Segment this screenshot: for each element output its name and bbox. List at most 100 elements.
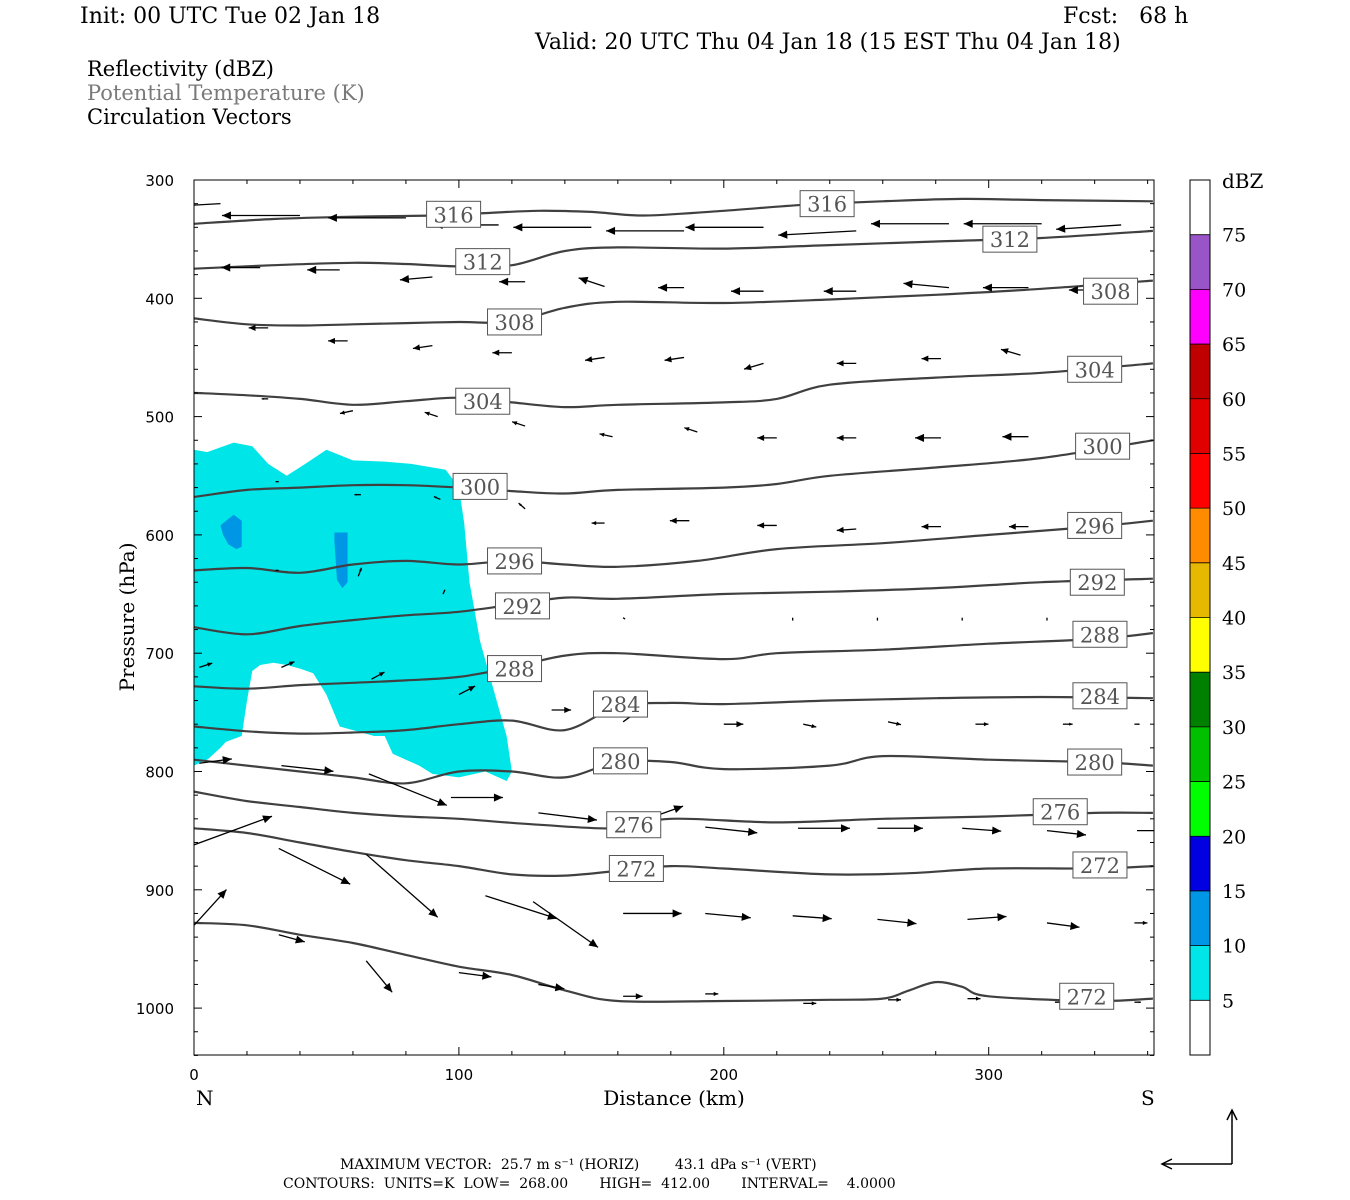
- circulation-vector: [458, 685, 476, 696]
- contour-label: 276: [614, 814, 654, 838]
- vector-head: [591, 521, 597, 526]
- circulation-vector: [194, 203, 221, 206]
- vector-head: [328, 337, 335, 344]
- vector-head: [1000, 348, 1009, 355]
- vector-head: [811, 1001, 817, 1006]
- vector-head: [436, 798, 447, 806]
- circulation-vector: [511, 421, 526, 427]
- vector-head: [1142, 920, 1148, 925]
- circulation-vector: [1134, 920, 1148, 925]
- x-axis-title: Distance (km): [603, 1086, 745, 1110]
- contour-label: 276: [1040, 801, 1080, 825]
- colorbar-label: 25: [1222, 772, 1246, 794]
- x-tick-label: 0: [189, 1066, 199, 1084]
- reflectivity-area-10dbz: [220, 514, 242, 550]
- vector-head: [424, 411, 430, 416]
- circulation-vector: [836, 434, 857, 441]
- vector-head: [896, 721, 902, 726]
- circulation-vector: [412, 344, 433, 351]
- circulation-vector: [399, 275, 433, 284]
- contour-label: 300: [1083, 435, 1123, 459]
- circulation-vector: [518, 502, 526, 510]
- colorbar-title: dBZ: [1222, 169, 1264, 193]
- circulation-vector: [705, 912, 751, 921]
- y-tick-label: 500: [145, 409, 174, 427]
- colorbar-label: 75: [1222, 225, 1246, 247]
- vector-head: [921, 355, 929, 362]
- contour-label-box: [1072, 620, 1128, 648]
- circulation-vector: [623, 993, 643, 1000]
- vector-shaft: [194, 203, 221, 206]
- vector-head: [907, 918, 917, 927]
- contour-label: 304: [1075, 358, 1115, 382]
- contour-label-box: [1067, 748, 1123, 776]
- footer-max-vector: MAXIMUM VECTOR: 25.7 m s⁻¹ (HORIZ) 43.1 …: [340, 1157, 817, 1173]
- vector-head: [669, 517, 677, 524]
- circulation-vector: [433, 495, 441, 501]
- vector-head: [685, 223, 695, 232]
- vector-head: [295, 935, 305, 944]
- contour-label-box: [455, 387, 511, 415]
- circulation-vector: [261, 397, 269, 400]
- theta-contour-272: [194, 921, 1153, 1003]
- y-tick-label: 1000: [136, 1000, 174, 1018]
- circulation-vector: [757, 522, 777, 529]
- vector-head: [991, 826, 1002, 835]
- vector-head: [585, 356, 593, 363]
- y-tick-label: 900: [145, 882, 174, 900]
- vector-head: [811, 723, 817, 729]
- circulation-vector: [538, 983, 565, 992]
- contour-label-box: [606, 811, 662, 839]
- vector-head: [1002, 432, 1012, 441]
- vector-head: [664, 356, 672, 363]
- circulation-vector: [371, 671, 385, 680]
- contour-label-box: [1072, 851, 1128, 879]
- vector-shaft: [365, 853, 439, 918]
- circulation-vector: [1056, 224, 1122, 233]
- colorbar-swatch: [1190, 836, 1210, 891]
- vector-head: [731, 287, 741, 296]
- circulation-vector: [221, 263, 261, 272]
- circulation-vector: [199, 662, 213, 669]
- contour-label: 284: [1080, 685, 1120, 709]
- circulation-vector: [778, 230, 857, 239]
- x-end-label-south: S: [1141, 1086, 1155, 1110]
- theta-contour-296: [194, 519, 1154, 574]
- vector-head: [823, 287, 833, 296]
- circulation-vector: [442, 589, 446, 595]
- circulation-vector: [669, 517, 690, 524]
- circulation-vector: [705, 991, 719, 996]
- vector-head: [221, 263, 231, 272]
- y-tick-label: 700: [145, 645, 174, 663]
- circulation-vector: [1002, 432, 1029, 441]
- circulation-vector: [1000, 348, 1021, 356]
- colorbar-swatch: [1190, 289, 1210, 345]
- y-tick-label: 300: [145, 172, 174, 190]
- circulation-vector: [622, 617, 626, 620]
- circulation-vector: [357, 567, 363, 577]
- vector-head: [658, 283, 668, 292]
- vector-head: [1137, 723, 1140, 725]
- circulation-vector: [532, 901, 599, 948]
- colorbar-swatch: [1190, 180, 1210, 235]
- contour-label: 292: [502, 595, 542, 619]
- vector-head: [512, 421, 518, 426]
- vector-head: [564, 706, 572, 714]
- circulation-vector: [921, 355, 942, 362]
- theta-contour-272: [194, 827, 1153, 878]
- circulation-vector: [664, 356, 685, 363]
- vector-head: [288, 661, 295, 666]
- contour-label: 288: [1080, 623, 1120, 647]
- vector-head: [982, 283, 992, 292]
- theta-contour-292: [194, 577, 1153, 636]
- vector-head: [339, 410, 345, 415]
- y-axis-title: Pressure (hPa): [115, 543, 139, 692]
- circulation-vector: [887, 721, 902, 726]
- colorbar-label: 40: [1222, 608, 1246, 630]
- circulation-vector: [424, 411, 438, 418]
- circulation-vector: [368, 773, 448, 806]
- circulation-vector: [836, 526, 857, 533]
- vector-head: [778, 230, 788, 239]
- vector-head: [443, 589, 445, 592]
